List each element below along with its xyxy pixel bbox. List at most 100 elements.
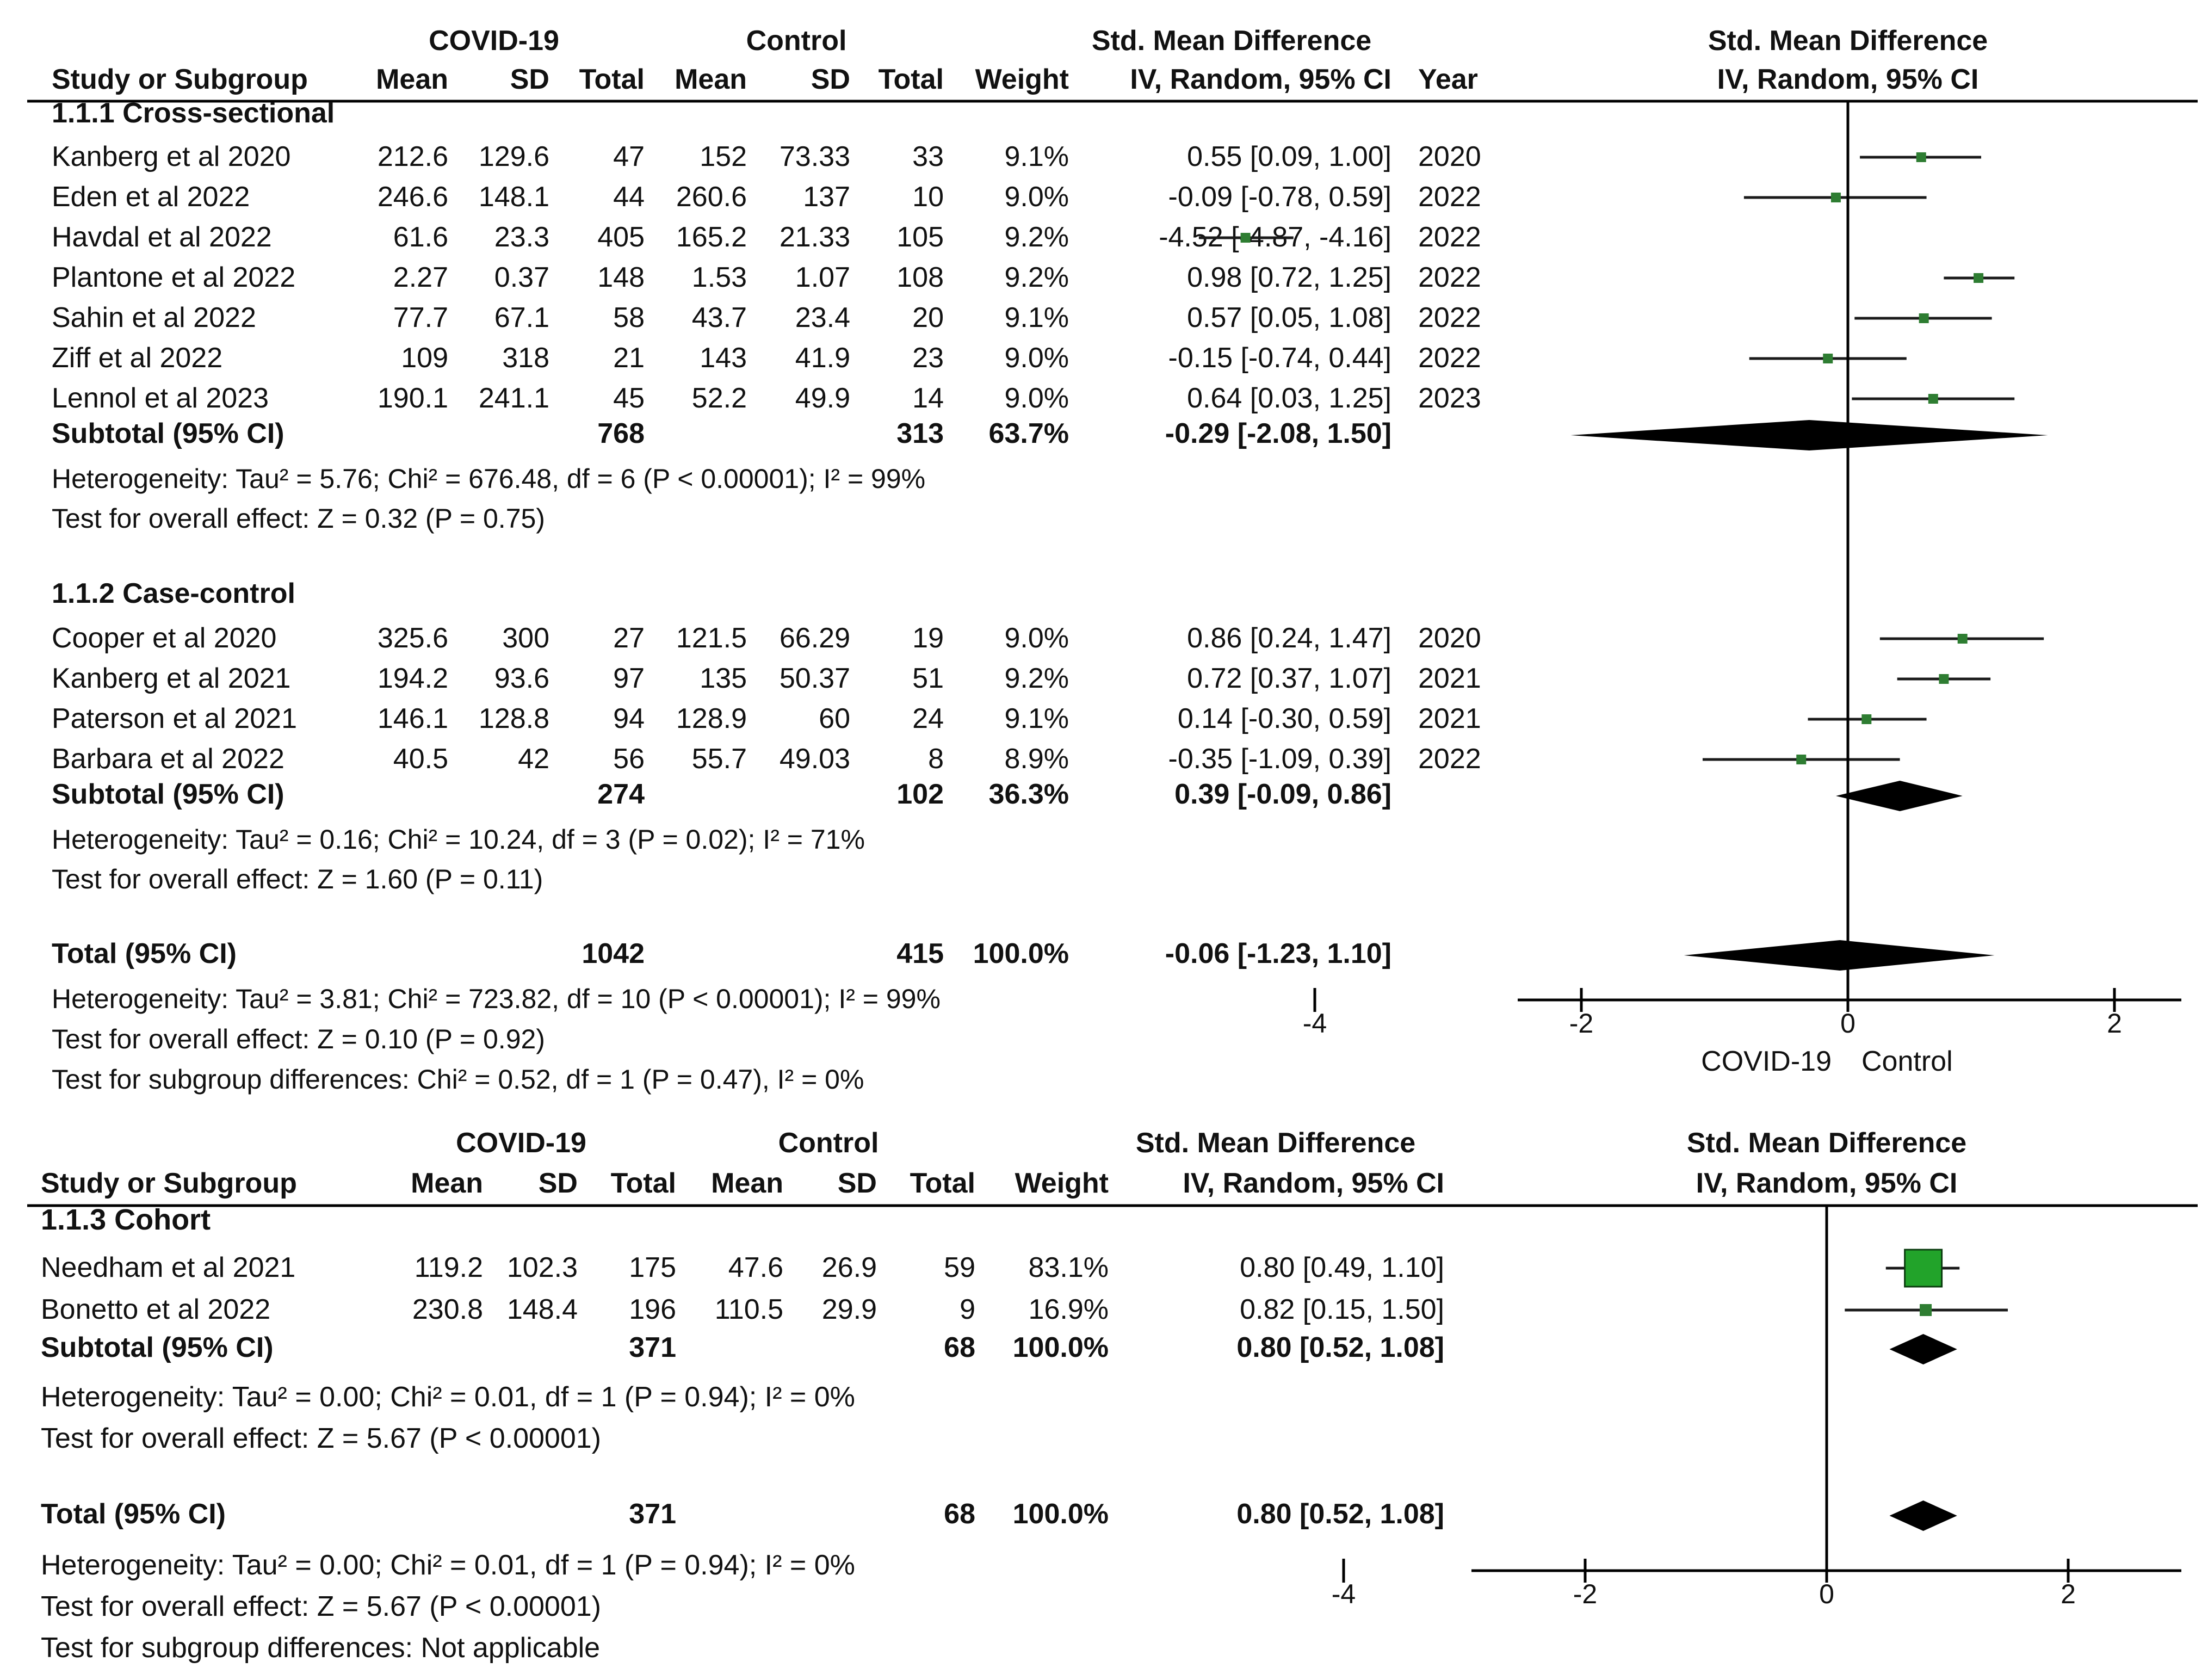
p1-year: 2020 bbox=[1418, 141, 1481, 172]
p2-total-covid-total: 371 bbox=[629, 1498, 676, 1530]
p1-weight: 9.2% bbox=[1004, 663, 1069, 694]
p1-ci-text: 0.57 [0.05, 1.08] bbox=[1187, 302, 1391, 333]
p1-covid-sd: 67.1 bbox=[494, 302, 549, 333]
p2-control-mean: 110.5 bbox=[715, 1294, 783, 1325]
p1-weight: 9.1% bbox=[1004, 703, 1069, 734]
p1-study-name: Lennol et al 2023 bbox=[52, 382, 269, 414]
p1-control-total: 14 bbox=[912, 382, 944, 414]
p1-subtotal-weight: 36.3% bbox=[989, 779, 1069, 810]
p2-header-covid: COVID-19 bbox=[456, 1127, 586, 1159]
p2-col-control-total: Total bbox=[910, 1168, 975, 1199]
p1-weight: 9.1% bbox=[1004, 141, 1069, 172]
p1-year: 2022 bbox=[1418, 181, 1481, 213]
p1-footer-subgroup: Test for subgroup differences: Chi² = 0.… bbox=[52, 1064, 864, 1095]
p1-study-name: Sahin et al 2022 bbox=[52, 302, 256, 333]
p2-covid-total: 175 bbox=[629, 1252, 676, 1283]
p2-col-covid-sd: SD bbox=[539, 1168, 578, 1199]
p1-col-covid-total: Total bbox=[579, 64, 645, 95]
p1-subtotal-covid-total: 274 bbox=[597, 779, 645, 810]
p1-axis-label-right: Control bbox=[1861, 1046, 1953, 1077]
p2-col-covid-total: Total bbox=[611, 1168, 676, 1199]
p1-col-covid-mean: Mean bbox=[376, 64, 448, 95]
p2-col-control-sd: SD bbox=[838, 1168, 877, 1199]
p1-study-square bbox=[1830, 193, 1841, 202]
p1-covid-sd: 300 bbox=[502, 622, 549, 654]
p2-col-weight: Weight bbox=[1015, 1168, 1109, 1199]
p1-axis-label-left: COVID-19 bbox=[1701, 1046, 1832, 1077]
p1-covid-sd: 148.1 bbox=[479, 181, 549, 213]
p2-subgroup-title: 1.1.3 Cohort bbox=[41, 1203, 211, 1236]
p1-covid-sd: 318 bbox=[502, 342, 549, 374]
p2-study-name: Bonetto et al 2022 bbox=[41, 1294, 270, 1325]
p1-covid-total: 27 bbox=[613, 622, 645, 654]
p2-total-ci-text: 0.80 [0.52, 1.08] bbox=[1236, 1498, 1444, 1530]
p2-footer-heterogeneity: Heterogeneity: Tau² = 0.00; Chi² = 0.01,… bbox=[41, 1549, 855, 1581]
p1-col-weight: Weight bbox=[975, 64, 1069, 95]
p1-x-tick-label: -4 bbox=[1303, 1008, 1327, 1039]
p1-control-mean: 135 bbox=[700, 663, 747, 694]
p1-control-mean: 1.53 bbox=[692, 262, 747, 293]
p1-col-ci: IV, Random, 95% CI bbox=[1130, 64, 1391, 95]
p2-x-tick-label: 0 bbox=[1819, 1579, 1834, 1609]
p2-weight: 16.9% bbox=[1029, 1294, 1109, 1325]
p1-study-name: Kanberg et al 2021 bbox=[52, 663, 290, 694]
p2-col-covid-mean: Mean bbox=[411, 1168, 483, 1199]
p2-study-square bbox=[1904, 1249, 1943, 1288]
p1-total-ci-text: -0.06 [-1.23, 1.10] bbox=[1165, 938, 1391, 969]
p2-col-ci: IV, Random, 95% CI bbox=[1183, 1168, 1444, 1199]
p1-subtotal-control-total: 313 bbox=[896, 418, 944, 449]
p1-subtotal-ci-text: -0.29 [-2.08, 1.50] bbox=[1165, 418, 1391, 449]
p2-covid-mean: 230.8 bbox=[412, 1294, 483, 1325]
p1-subgroup-title: 1.1.2 Case-control bbox=[52, 578, 295, 609]
p1-col-covid-sd: SD bbox=[510, 64, 549, 95]
p1-control-sd: 41.9 bbox=[795, 342, 850, 374]
p2-subtotal-weight: 100.0% bbox=[1013, 1332, 1109, 1363]
p1-covid-total: 58 bbox=[613, 302, 645, 333]
p1-total-weight: 100.0% bbox=[973, 938, 1069, 969]
p1-ci-text: 0.14 [-0.30, 0.59] bbox=[1178, 703, 1391, 734]
p1-year: 2020 bbox=[1418, 622, 1481, 654]
p1-subtotal-label: Subtotal (95% CI) bbox=[52, 418, 284, 449]
p1-study-name: Ziff et al 2022 bbox=[52, 342, 222, 374]
p1-covid-sd: 93.6 bbox=[494, 663, 549, 694]
p1-covid-total: 56 bbox=[613, 743, 645, 775]
p1-covid-mean: 77.7 bbox=[393, 302, 448, 333]
p1-covid-total: 405 bbox=[597, 221, 645, 253]
p2-header-control: Control bbox=[778, 1127, 879, 1159]
p1-study-square bbox=[1939, 674, 1949, 684]
p2-ci-text: 0.82 [0.15, 1.50] bbox=[1240, 1294, 1444, 1325]
p1-covid-mean: 325.6 bbox=[378, 622, 448, 654]
p1-col-study: Study or Subgroup bbox=[52, 64, 308, 95]
p2-ci-text: 0.80 [0.49, 1.10] bbox=[1240, 1252, 1444, 1283]
p1-year: 2022 bbox=[1418, 221, 1481, 253]
p1-total-control-total: 415 bbox=[896, 938, 944, 969]
p1-covid-sd: 23.3 bbox=[494, 221, 549, 253]
p2-total-control-total: 68 bbox=[944, 1498, 975, 1530]
p1-year: 2022 bbox=[1418, 342, 1481, 374]
p1-covid-sd: 241.1 bbox=[479, 382, 549, 414]
p1-header-control: Control bbox=[746, 25, 847, 57]
p1-covid-total: 44 bbox=[613, 181, 645, 213]
p1-covid-sd: 42 bbox=[518, 743, 549, 775]
p1-ci-text: 0.98 [0.72, 1.25] bbox=[1187, 262, 1391, 293]
p1-year: 2021 bbox=[1418, 703, 1481, 734]
p2-x-tick-label: -2 bbox=[1573, 1579, 1597, 1609]
p1-covid-sd: 128.8 bbox=[479, 703, 549, 734]
p2-subtotal-ci-text: 0.80 [0.52, 1.08] bbox=[1236, 1332, 1444, 1363]
p1-covid-mean: 212.6 bbox=[378, 141, 448, 172]
p1-weight: 9.0% bbox=[1004, 622, 1069, 654]
p2-covid-mean: 119.2 bbox=[415, 1252, 483, 1283]
p1-subtotal-weight: 63.7% bbox=[989, 418, 1069, 449]
p1-study-square bbox=[1240, 233, 1251, 243]
p2-study-square bbox=[1920, 1304, 1932, 1316]
p1-study-name: Plantone et al 2022 bbox=[52, 262, 295, 293]
p1-study-square bbox=[1916, 152, 1926, 162]
p1-ci-text: 0.72 [0.37, 1.07] bbox=[1187, 663, 1391, 694]
p1-control-mean: 260.6 bbox=[676, 181, 747, 213]
p1-col-year: Year bbox=[1418, 64, 1478, 95]
p1-study-name: Cooper et al 2020 bbox=[52, 622, 276, 654]
p1-total-covid-total: 1042 bbox=[582, 938, 645, 969]
p1-covid-mean: 40.5 bbox=[393, 743, 448, 775]
